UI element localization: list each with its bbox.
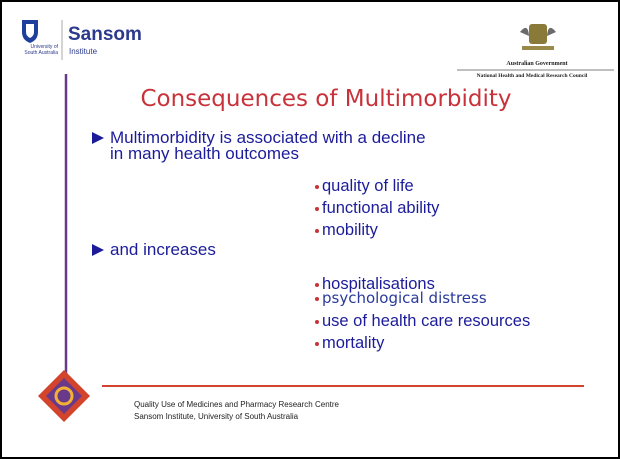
- university-name: University of South Australia: [24, 44, 58, 56]
- sub-item: functional ability: [322, 199, 440, 217]
- council: National Health and Medical Research Cou…: [476, 73, 588, 79]
- bullet: and increases: [110, 240, 216, 259]
- footer-line: Sansom Institute, University of South Au…: [134, 412, 299, 421]
- institute-name: Sansom: [68, 24, 142, 45]
- footer-line: Quality Use of Medicines and Pharmacy Re…: [134, 400, 339, 409]
- institute-subtitle: Institute: [69, 47, 98, 56]
- bullet-arrow: [92, 244, 104, 256]
- sub-item: psychological distress: [322, 289, 487, 307]
- sub-item: hospitalisations: [322, 275, 435, 293]
- sub-item: use of health care resources: [322, 312, 531, 330]
- sub-item: mortality: [322, 334, 385, 352]
- centre-logo: [38, 370, 90, 422]
- bullet-arrow: [92, 132, 104, 144]
- sub-bullets: [315, 185, 319, 346]
- government: Australian Government: [506, 61, 568, 67]
- uni-shield-inner: [26, 24, 34, 38]
- sub-item: mobility: [322, 221, 378, 239]
- sub-item: quality of life: [322, 177, 414, 195]
- slide-title: Consequences of Multimorbidity: [140, 86, 512, 112]
- crest: [520, 24, 556, 50]
- bullet: Multimorbidity is associated with a decl…: [110, 128, 426, 163]
